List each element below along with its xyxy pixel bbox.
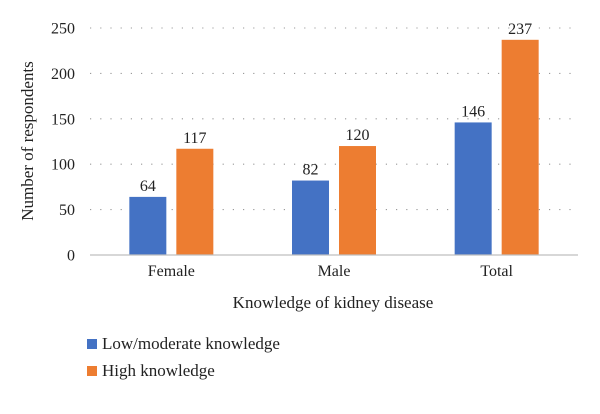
legend-swatch bbox=[87, 339, 97, 349]
y-axis-title: Number of respondents bbox=[18, 61, 37, 221]
data-label: 117 bbox=[183, 130, 206, 147]
bar-female-high bbox=[176, 148, 214, 255]
data-label: 237 bbox=[508, 21, 532, 38]
legend-label: High knowledge bbox=[102, 361, 215, 380]
data-label: 120 bbox=[346, 127, 370, 144]
data-labels: 64 117 82 120 146 237 bbox=[140, 21, 532, 195]
y-tick-label: 250 bbox=[51, 21, 75, 38]
data-label: 64 bbox=[140, 178, 156, 195]
x-axis-title: Knowledge of kidney disease bbox=[233, 293, 434, 312]
legend-label: Low/moderate knowledge bbox=[102, 334, 280, 353]
bar-male-high bbox=[339, 146, 376, 255]
legend-swatch bbox=[87, 366, 97, 376]
y-tick-label: 50 bbox=[59, 202, 75, 219]
bars bbox=[129, 39, 539, 255]
x-tick-label: Total bbox=[480, 263, 513, 280]
x-tick-label: Male bbox=[318, 263, 351, 280]
bar-total-high bbox=[501, 39, 539, 255]
bar-total-low-moderate bbox=[454, 122, 492, 255]
legend-item: High knowledge bbox=[87, 361, 215, 380]
y-axis-ticks: 0 50 100 150 200 250 bbox=[51, 21, 75, 265]
legend-item: Low/moderate knowledge bbox=[87, 334, 280, 353]
y-tick-label: 150 bbox=[51, 111, 75, 128]
bar-male-low-moderate bbox=[292, 180, 329, 255]
data-label: 82 bbox=[303, 162, 319, 179]
data-label: 146 bbox=[461, 103, 485, 120]
x-axis-ticks: Female Male Total bbox=[148, 263, 514, 280]
y-tick-label: 100 bbox=[51, 157, 75, 174]
y-tick-label: 0 bbox=[67, 248, 75, 265]
legend: Low/moderate knowledge High knowledge bbox=[87, 334, 280, 380]
bar-female-low-moderate bbox=[129, 196, 167, 255]
x-tick-label: Female bbox=[148, 263, 195, 280]
y-tick-label: 200 bbox=[51, 66, 75, 83]
